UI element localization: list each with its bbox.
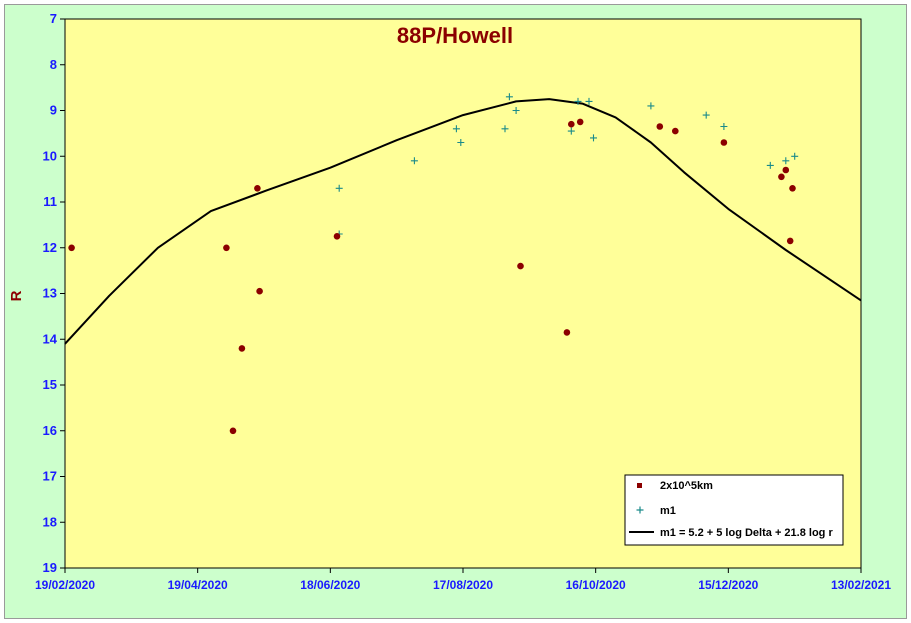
data-point-coma bbox=[238, 345, 246, 352]
data-point-m1 bbox=[647, 102, 655, 110]
data-point-m1 bbox=[410, 157, 418, 165]
legend-marker-m1 bbox=[636, 506, 644, 514]
y-tick-label: 11 bbox=[43, 194, 57, 209]
series-line-m1-model bbox=[64, 98, 862, 345]
y-tick-label: 14 bbox=[43, 331, 58, 346]
y-tick-label: 13 bbox=[43, 286, 57, 301]
legend-label-m1: m1 bbox=[660, 505, 676, 517]
y-tick-label: 9 bbox=[50, 103, 57, 118]
data-point-m1 bbox=[782, 157, 790, 165]
y-tick-label: 7 bbox=[50, 11, 57, 26]
data-point-coma bbox=[568, 120, 575, 128]
x-tick-label: 13/02/2021 bbox=[831, 578, 891, 592]
chart: 7 8 9 10 11 12 13 14 15 16 17 18 19 19/02/2020 19/04/2… bbox=[8, 11, 891, 592]
data-point-coma bbox=[576, 118, 584, 126]
data-point-coma bbox=[68, 244, 75, 252]
data-point-coma bbox=[778, 173, 785, 181]
x-tick-label: 17/08/2020 bbox=[433, 578, 493, 592]
data-point-coma bbox=[229, 427, 237, 435]
data-point-coma bbox=[517, 262, 524, 270]
x-tick-label: 19/04/2020 bbox=[168, 578, 228, 592]
data-point-m1 bbox=[702, 111, 710, 119]
x-tick-label: 16/10/2020 bbox=[566, 578, 626, 592]
x-tick-label: 15/12/2020 bbox=[698, 578, 758, 592]
data-point-m1 bbox=[791, 152, 799, 160]
legend-marker-coma bbox=[637, 483, 642, 488]
data-point-coma bbox=[672, 127, 679, 135]
x-tick-label: 18/06/2020 bbox=[300, 578, 360, 592]
y-tick-label: 19 bbox=[43, 560, 57, 575]
data-point-m1 bbox=[512, 107, 520, 114]
legend-label-coma: 2x10^5km bbox=[660, 480, 713, 492]
data-point-coma bbox=[656, 123, 664, 130]
y-tick-label: 10 bbox=[43, 148, 57, 163]
data-point-m1 bbox=[585, 97, 593, 105]
data-point-m1 bbox=[452, 125, 460, 133]
chart-frame: 7 8 9 10 11 12 13 14 15 16 17 18 19 19/02/2020 19/04/2… bbox=[4, 4, 907, 619]
data-point-coma bbox=[254, 185, 261, 192]
data-point-m1 bbox=[567, 127, 575, 135]
legend-label-curve: m1 = 5.2 + 5 log Delta + 21.8 log r bbox=[660, 527, 833, 539]
chart-title: 88P/Howell bbox=[397, 23, 513, 48]
legend-box bbox=[624, 474, 844, 546]
data-point-m1 bbox=[590, 134, 597, 142]
legend: 2x10^5km m1 m1 = 5.2 + 5 log Delta + 21.… bbox=[624, 474, 844, 546]
data-point-coma bbox=[333, 233, 341, 240]
y-axis-label: R bbox=[8, 290, 25, 301]
data-point-m1 bbox=[720, 123, 728, 130]
data-point-coma bbox=[782, 166, 790, 174]
data-point-m1 bbox=[335, 184, 343, 192]
y-tick-label: 17 bbox=[43, 469, 57, 484]
data-point-m1 bbox=[574, 97, 582, 105]
data-point-m1 bbox=[501, 125, 509, 133]
data-point-coma bbox=[563, 329, 571, 336]
data-point-coma bbox=[786, 237, 794, 245]
data-point-coma bbox=[223, 244, 230, 252]
data-point-m1 bbox=[505, 93, 513, 101]
data-point-coma bbox=[789, 185, 796, 192]
y-tick-label: 16 bbox=[43, 423, 57, 438]
data-point-coma bbox=[256, 287, 263, 295]
y-tick-label: 15 bbox=[43, 377, 57, 392]
data-point-coma bbox=[720, 139, 728, 146]
y-tick-label: 18 bbox=[43, 514, 57, 529]
y-tick-label: 8 bbox=[50, 57, 57, 72]
y-tick-label: 12 bbox=[43, 240, 57, 255]
x-tick-label: 19/02/2020 bbox=[35, 578, 95, 592]
data-point-m1 bbox=[766, 161, 774, 169]
data-point-m1 bbox=[457, 139, 465, 146]
